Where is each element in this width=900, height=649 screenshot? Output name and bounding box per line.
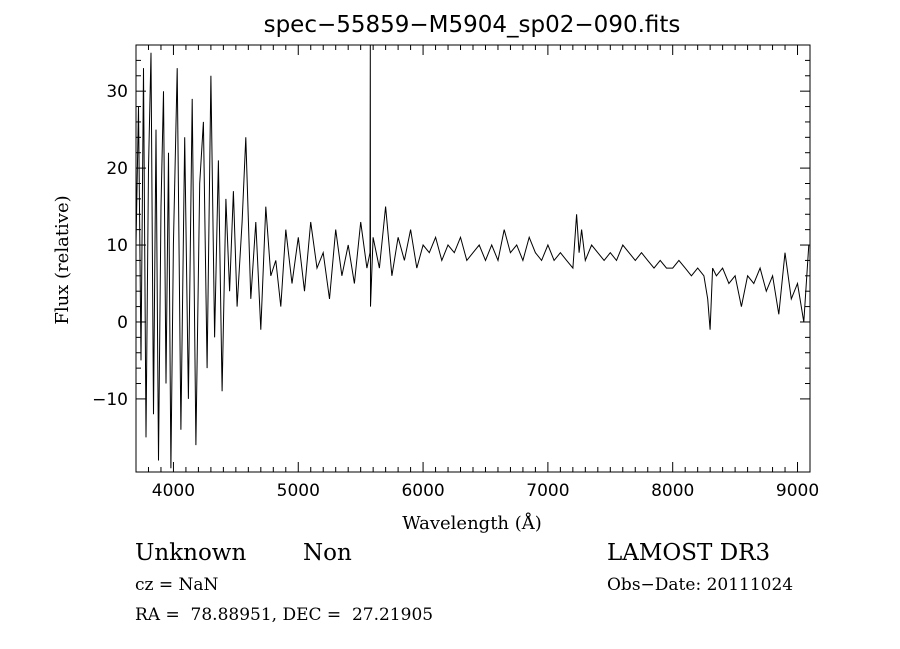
y-tick-label-10: 10 [106,236,128,256]
x-tick-label-8000: 8000 [651,481,694,501]
y-tick-label-0: 0 [117,313,128,333]
obs-date: Obs−Date: 20111024 [607,575,793,595]
redshift-cz: cz = NaN [135,575,219,595]
x-tick-label-6000: 6000 [401,481,444,501]
x-tick-label-4000: 4000 [152,481,195,501]
x-axis-ticks: 4000 5000 6000 7000 8000 9000 [135,45,819,501]
chart-title: spec−55859−M5904_sp02−090.fits [264,12,681,38]
y-axis-ticks: −10 0 10 20 30 [92,44,810,410]
y-tick-label-20: 20 [106,159,128,179]
survey-name: LAMOST DR3 [607,540,770,566]
y-tick-label-30: 30 [106,82,128,102]
x-axis-label: Wavelength (Å) [402,512,542,534]
x-tick-label-5000: 5000 [277,481,320,501]
object-subclass: Non [303,540,352,566]
y-axis-label: Flux (relative) [52,195,73,324]
plot-frame [135,44,811,473]
y-tick-label--10: −10 [92,390,128,410]
x-tick-label-9000: 9000 [776,481,819,501]
coordinates: RA = 78.88951, DEC = 27.21905 [135,605,433,625]
x-tick-label-7000: 7000 [526,481,569,501]
spectrum-line [135,44,810,469]
object-class: Unknown [135,540,246,566]
